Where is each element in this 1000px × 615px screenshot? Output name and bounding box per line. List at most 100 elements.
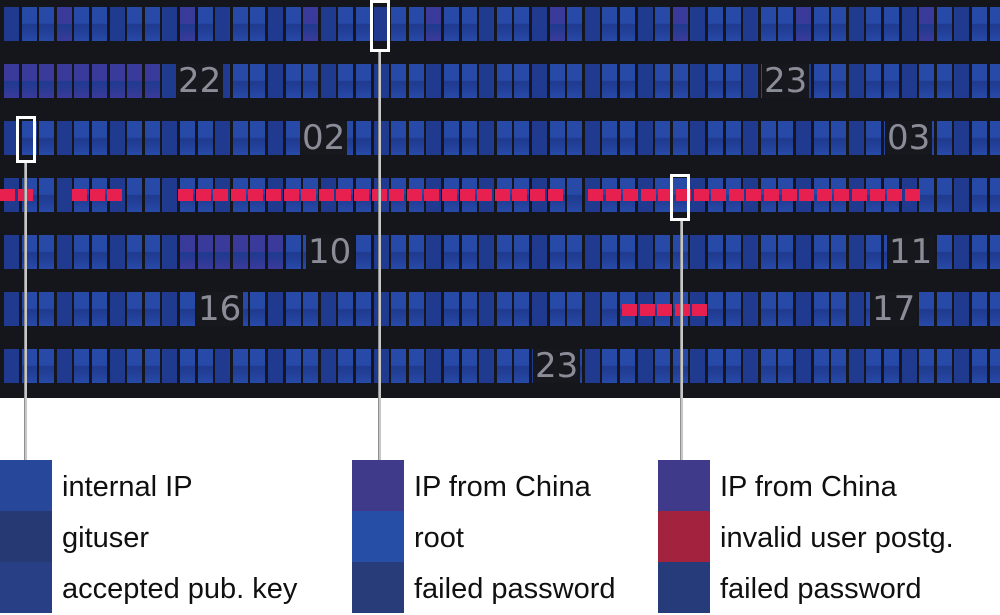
time-cell [426,292,442,326]
time-cell [127,292,143,326]
time-cell [162,235,178,269]
legend-label: invalid user postg. [720,522,954,554]
alert-cell [781,189,797,201]
time-cell [972,178,987,212]
time-cell [584,292,600,326]
time-cell [426,235,442,269]
alert-cell [248,189,264,201]
time-cell [39,64,55,98]
alert-cell [639,304,655,316]
time-cell [39,235,55,269]
time-cell [250,121,266,155]
time-cell [74,235,90,269]
time-cell [813,292,829,326]
time-cell [356,292,371,326]
legend-swatch [658,460,710,511]
alert-cell [658,189,674,201]
time-cell [92,292,107,326]
time-cell [901,349,917,383]
time-cell [373,7,389,41]
time-cell [549,64,565,98]
alert-cell [657,304,673,316]
time-cell [250,64,266,98]
time-cell [514,349,530,383]
time-cell [92,235,107,269]
time-cell [391,121,407,155]
time-cell [690,349,706,383]
time-cell [74,7,90,41]
time-cell [39,349,55,383]
time-cell [162,64,178,98]
time-cell [954,64,970,98]
time-cell [320,349,336,383]
time-cell [92,64,107,98]
time-cell [74,121,90,155]
time-cell [637,235,653,269]
time-cell [250,7,266,41]
time-cell [584,64,600,98]
alert-cell [692,304,708,316]
time-cell [989,178,1000,212]
time-cell [532,235,547,269]
time-cell [461,64,477,98]
time-cell [602,235,618,269]
time-cell [567,7,583,41]
time-cell [778,349,794,383]
alert-cell [547,189,563,201]
time-cell [778,235,794,269]
timeline-row-5: 10 11 [0,234,1000,270]
time-cell [760,235,776,269]
time-cell [972,64,987,98]
time-cell [4,292,19,326]
time-cell [831,349,847,383]
time-cell [232,64,248,98]
time-cell [743,235,759,269]
time-cell [831,292,847,326]
time-cell [250,235,266,269]
alert-cell [72,189,87,201]
time-cell [109,64,125,98]
selection-marker-left[interactable] [16,116,36,163]
time-cell [725,235,741,269]
time-cell [532,292,547,326]
hour-label: 11 [887,232,935,272]
time-cell [743,64,759,98]
alert-cell [442,189,457,201]
hour-label: 03 [885,118,933,158]
time-cell [936,121,952,155]
alert-cell [764,189,779,201]
time-cell [884,7,899,41]
time-cell [320,292,336,326]
time-cell [602,7,618,41]
legend-swatch [658,511,710,562]
time-cell [373,64,389,98]
leader-line-left [24,163,27,462]
legend-swatch [658,562,710,613]
time-cell [496,349,512,383]
time-cell [4,349,19,383]
time-cell [21,7,37,41]
time-cell [796,121,811,155]
time-cell [567,64,583,98]
selection-marker-right[interactable] [670,174,690,221]
time-cell [567,121,583,155]
time-cell [303,64,319,98]
alert-cell [512,189,528,201]
time-cell [56,178,72,212]
time-cell [567,235,583,269]
alert-cell [799,189,815,201]
alert-cell [530,189,545,201]
time-cell [285,121,301,155]
alert-cell [354,189,369,201]
time-cell [743,349,759,383]
time-cell [356,64,371,98]
time-cell [549,292,565,326]
time-cell [901,7,917,41]
time-cell [461,292,477,326]
time-cell [672,7,688,41]
time-cell [672,64,688,98]
time-cell [796,7,811,41]
time-cell [708,292,723,326]
selection-marker-top[interactable] [370,0,390,52]
time-cell [197,235,213,269]
